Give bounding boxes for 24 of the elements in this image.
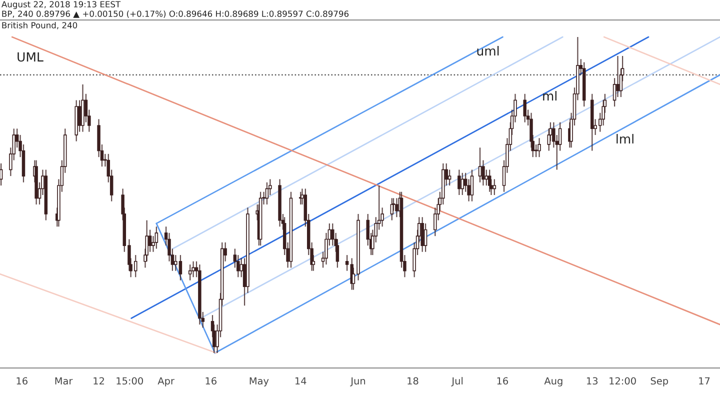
x-tick-label: 13 (587, 377, 598, 385)
text: August 22, 2018 19:13 EEST (2, 1, 121, 10)
x-tick-label: Jun (350, 377, 366, 386)
annotation: uml (477, 46, 499, 56)
x-tick-label: 15:00 (116, 377, 143, 385)
x-tick-label: 14 (295, 377, 306, 384)
annotation: lml (616, 134, 634, 144)
text: British Pound, 240 (2, 22, 78, 30)
x-tick-label: Mar (55, 377, 73, 385)
x-tick-label: 16 (497, 377, 508, 385)
x-tick-label: 16 (206, 377, 216, 385)
x-tick-label: Aug (544, 377, 562, 386)
x-tick-label: Apr (158, 377, 174, 386)
x-tick-label: 17 (699, 377, 710, 384)
x-tick-label: 12:00 (610, 377, 636, 385)
x-tick-label: May (250, 377, 269, 386)
x-tick-label: 18 (408, 377, 418, 385)
annotation: ml (543, 90, 556, 100)
x-tick-label: 16 (16, 377, 28, 385)
annotation: UML (18, 52, 44, 62)
x-tick-label: Jul (451, 377, 463, 386)
chart-title: BP, 240 0.89796 ▲ +0.00150 (+0.17%) O:0.89646 H:0.89689 L:0.89597 C:0.89796 (2, 10, 349, 18)
x-tick-label: 12 (94, 377, 104, 384)
x-tick-label: Sep (650, 377, 668, 386)
